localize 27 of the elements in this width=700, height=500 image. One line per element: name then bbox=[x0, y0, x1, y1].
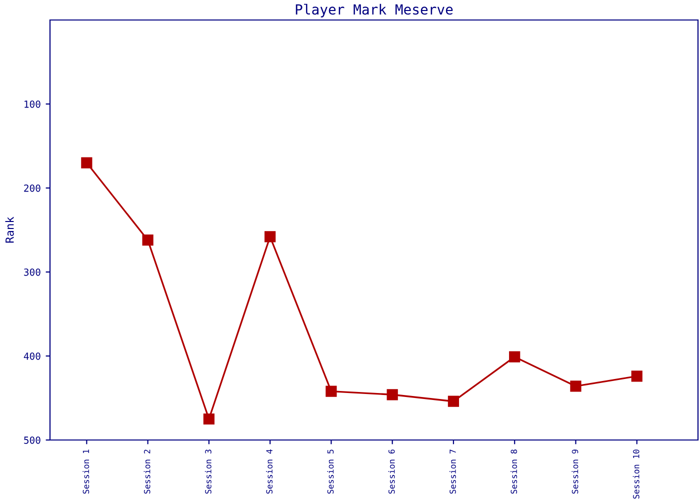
y-tick-label: 200 bbox=[24, 184, 40, 192]
x-tick-label: Session 8 bbox=[510, 450, 518, 494]
x-tick-label: Session 4 bbox=[266, 449, 273, 494]
x-tick-label: Session 7 bbox=[449, 450, 456, 494]
x-tick-label: Session 10 bbox=[632, 450, 640, 499]
y-tick-label: 100 bbox=[24, 100, 40, 108]
point bbox=[264, 231, 276, 242]
point bbox=[386, 389, 398, 400]
x-tick-label: Session 9 bbox=[572, 450, 578, 494]
x-tick-label: Session 1 bbox=[82, 450, 90, 494]
point bbox=[326, 386, 337, 397]
y-tick-label: 300 bbox=[24, 268, 40, 276]
point bbox=[203, 413, 214, 425]
point bbox=[631, 370, 642, 382]
point bbox=[142, 234, 154, 246]
x-tick-label: Session 5 bbox=[327, 450, 334, 494]
x-tick-label: Session 3 bbox=[204, 450, 212, 494]
point bbox=[570, 380, 582, 392]
y-tick-label: 500 bbox=[24, 436, 40, 444]
point bbox=[509, 351, 520, 362]
x-tick-label: Session 2 bbox=[144, 450, 150, 494]
point bbox=[81, 157, 92, 168]
y-axis-title: Rank bbox=[5, 216, 14, 243]
point bbox=[448, 396, 460, 407]
x-tick-label: Session 6 bbox=[388, 450, 395, 494]
y-tick-label: 400 bbox=[24, 352, 40, 360]
chart-title: Player Mark Meserve bbox=[296, 4, 453, 18]
